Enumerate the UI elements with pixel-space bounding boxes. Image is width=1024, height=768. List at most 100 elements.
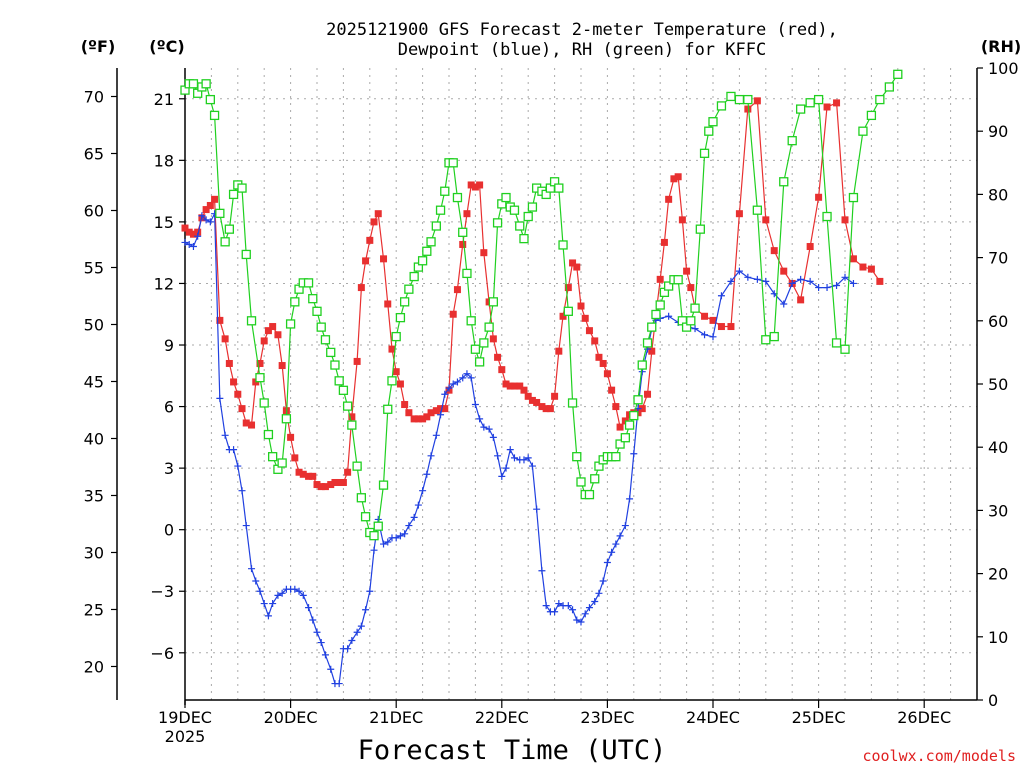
- dewpoint-point: [221, 431, 229, 439]
- celsius-tick-label: 0: [164, 521, 174, 540]
- rh-point: [726, 91, 736, 102]
- rh-point: [426, 237, 436, 247]
- rh-point: [761, 335, 771, 345]
- rh-point: [263, 429, 274, 440]
- rh-tick-label: 70: [988, 249, 1008, 268]
- dewpoint-point: [603, 559, 611, 567]
- dewpoint-point: [278, 589, 286, 597]
- rh-point: [858, 126, 868, 136]
- temperature-point: [339, 478, 347, 486]
- temperature-point: [648, 347, 656, 355]
- temperature-point: [321, 483, 329, 491]
- celsius-tick-label: 3: [164, 459, 174, 478]
- rh-point: [404, 284, 414, 294]
- temperature-point: [644, 390, 652, 398]
- dewpoint-point: [405, 522, 413, 530]
- temperature-point: [581, 314, 589, 322]
- celsius-tick-label: 6: [164, 398, 174, 417]
- dewpoint-point: [735, 267, 743, 275]
- temperature-point: [833, 99, 841, 107]
- dewpoint-point: [788, 279, 796, 287]
- rh-tick-label: 80: [988, 185, 1008, 204]
- temperature-point: [423, 413, 431, 421]
- rh-point: [356, 493, 367, 503]
- temperature-point: [585, 327, 593, 335]
- rh-point: [360, 512, 371, 522]
- temperature-point: [638, 405, 646, 413]
- dewpoint-point: [370, 546, 378, 554]
- rh-point: [352, 461, 362, 471]
- rh-point: [228, 189, 239, 200]
- dewpoint-point: [264, 612, 272, 620]
- dewpoint-point: [366, 587, 374, 595]
- series-rh: [180, 69, 903, 541]
- temperature-point: [331, 478, 339, 486]
- rh-point: [515, 221, 525, 231]
- x-tick-label: 22DEC: [475, 708, 529, 727]
- dewpoint-point: [797, 275, 805, 283]
- temperature-point: [806, 243, 814, 251]
- celsius-tick-label: 12: [154, 274, 174, 293]
- rh-point: [590, 474, 600, 484]
- rh-point: [615, 439, 625, 449]
- dewpoint-point: [806, 277, 814, 285]
- rh-point: [277, 458, 287, 468]
- dewpoint-point: [423, 470, 431, 478]
- chart-title-line1: 2025121900 GFS Forecast 2-meter Temperat…: [326, 20, 838, 40]
- temperature-point: [753, 97, 761, 105]
- temperature-point: [274, 331, 282, 339]
- rh-point: [567, 398, 578, 408]
- rh-point: [373, 521, 383, 531]
- rh-point: [215, 208, 225, 219]
- rh-point: [655, 300, 665, 310]
- dewpoint-point: [709, 333, 717, 341]
- dewpoint-point: [510, 454, 518, 462]
- rh-point: [285, 319, 296, 329]
- x-axis-title: Forecast Time (UTC): [358, 735, 667, 766]
- celsius-tick-label: 18: [154, 151, 174, 170]
- dewpoint-point: [467, 374, 475, 382]
- rh-point: [188, 79, 199, 89]
- rh-point: [224, 224, 235, 234]
- temperature-point: [595, 353, 603, 361]
- temperature-point: [357, 284, 365, 292]
- dewpoint-point: [396, 532, 404, 540]
- rh-point: [572, 452, 582, 462]
- dewpoint-point: [453, 378, 461, 386]
- temperature-point: [353, 357, 361, 365]
- celsius-tick-label: 21: [154, 90, 174, 109]
- dewpoint-point: [202, 216, 210, 224]
- dewpoint-point: [216, 394, 224, 402]
- temperature-point: [221, 335, 229, 343]
- rh-point: [866, 110, 877, 121]
- dewpoint-point: [577, 618, 585, 626]
- credit-link[interactable]: coolwx.com/models: [862, 747, 1016, 765]
- temperature-point: [524, 392, 532, 400]
- rh-point: [422, 246, 432, 256]
- rh-point: [848, 192, 859, 203]
- dewpoint-point: [463, 370, 471, 378]
- rh-point: [308, 294, 318, 304]
- rh-point: [840, 344, 850, 354]
- temperature-point: [225, 359, 233, 367]
- rh-point: [209, 110, 220, 121]
- temperature-point: [727, 323, 735, 331]
- dewpoint-point: [823, 284, 831, 292]
- temperature-point: [269, 323, 277, 331]
- series-layer: [180, 69, 903, 688]
- temperature-point: [441, 405, 449, 413]
- dewpoint-point: [630, 450, 638, 458]
- rh-point: [699, 148, 710, 158]
- dewpoint-point: [185, 240, 193, 248]
- dewpoint-point: [313, 628, 321, 636]
- temperature-point: [867, 265, 875, 273]
- dewpoint-point: [206, 218, 214, 226]
- dewpoint-point: [242, 522, 250, 530]
- rh-point: [259, 398, 269, 408]
- temperature-point: [189, 230, 197, 238]
- rh-point: [624, 420, 635, 430]
- temperature-point: [295, 468, 303, 476]
- rh-point: [663, 281, 674, 291]
- rh-point: [241, 249, 251, 260]
